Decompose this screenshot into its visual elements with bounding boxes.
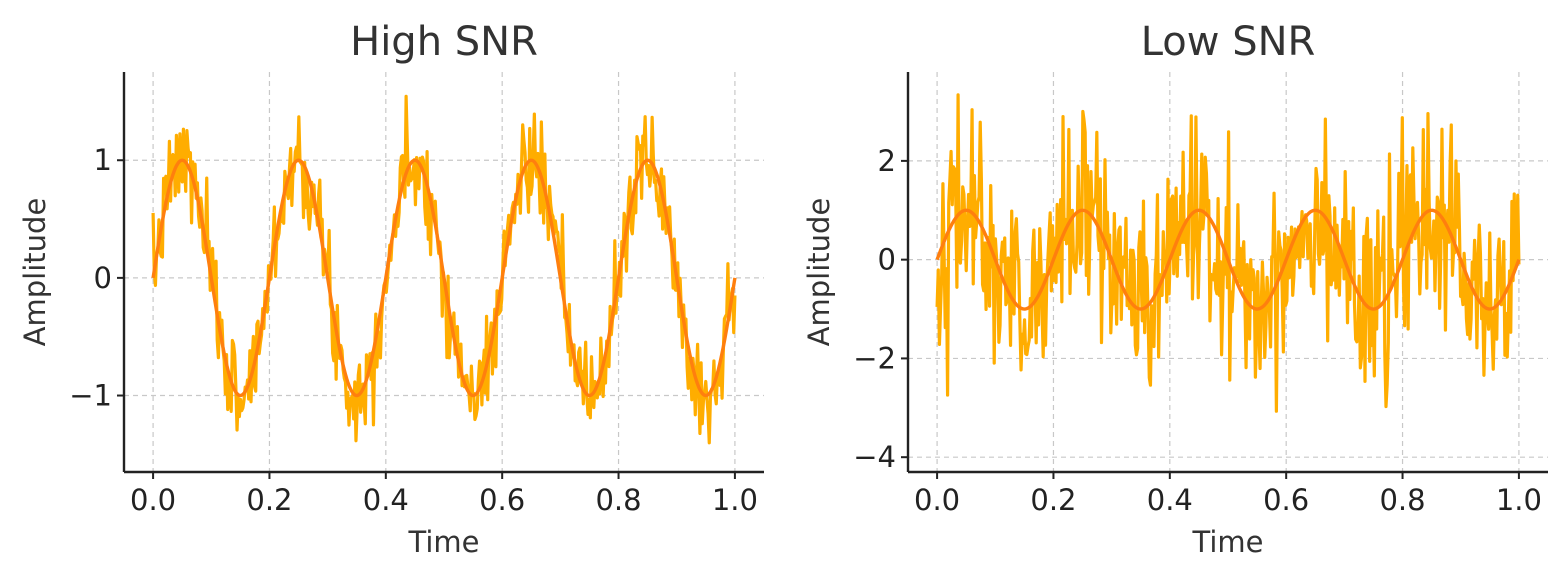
x-axis-label: Time: [1192, 525, 1264, 559]
clean-signal-line: [151, 158, 737, 398]
axes: 0.0 0.2 0.4 0.6 0.8 1.0 −1 0 1: [69, 72, 764, 517]
series-layer: [151, 94, 737, 445]
y-tick-label: −4: [853, 440, 896, 474]
axes: 0.0 0.2 0.4 0.6 0.8 1.0 −4 −2 0 2: [853, 72, 1548, 517]
x-tick-label: 0.8: [1379, 483, 1425, 517]
y-axis-label: Amplitude: [802, 198, 836, 347]
x-tick-label: 0.4: [363, 483, 409, 517]
x-tick-label: 0.0: [914, 483, 960, 517]
x-tick-label: 0.6: [479, 483, 525, 517]
x-tick-label: 0.6: [1263, 483, 1309, 517]
y-axis-label: Amplitude: [18, 198, 52, 347]
y-tick-label: 0: [94, 261, 112, 295]
x-tick-label: 0.2: [1030, 483, 1076, 517]
x-axis-label: Time: [408, 525, 480, 559]
y-tick-label: −2: [853, 341, 896, 375]
y-tick-label: 1: [94, 143, 112, 177]
low-snr-panel: Low SNR Time Amplitude 0.0 0.2 0.4 0.6 0.8 1.…: [802, 19, 1548, 559]
y-tick-label: 2: [878, 144, 896, 178]
x-tick-label: 0.8: [595, 483, 641, 517]
noisy-signal-line: [935, 93, 1521, 413]
chart-title: High SNR: [350, 19, 538, 65]
x-tick-label: 0.4: [1147, 483, 1193, 517]
y-tick-label: 0: [878, 243, 896, 277]
x-tick-label: 1.0: [1496, 483, 1542, 517]
x-tick-label: 0.2: [246, 483, 292, 517]
series-layer: [935, 93, 1521, 413]
clean-signal-line: [935, 208, 1521, 311]
chart-title: Low SNR: [1141, 19, 1316, 65]
high-snr-panel: High SNR Time Amplitude 0.0 0.2 0.4 0.6 0.8 1…: [18, 19, 764, 559]
x-tick-label: 0.0: [130, 483, 176, 517]
x-tick-label: 1.0: [712, 483, 758, 517]
y-tick-label: −1: [69, 379, 112, 413]
